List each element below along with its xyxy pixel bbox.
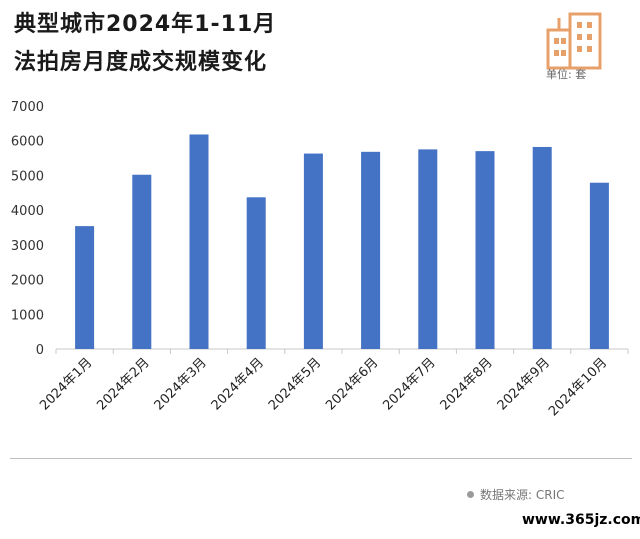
x-tick-label: 2024年3月 xyxy=(152,355,210,413)
buildings-icon xyxy=(546,12,602,70)
bar xyxy=(475,151,495,349)
bar xyxy=(246,197,266,349)
bar xyxy=(361,151,381,349)
bar xyxy=(75,226,95,349)
divider xyxy=(10,458,632,459)
chart-title-line2: 法拍房月度成交规模变化 xyxy=(14,50,268,75)
bar xyxy=(532,146,552,349)
y-tick-label: 6000 xyxy=(11,135,44,150)
x-tick-label: 2024年1月 xyxy=(37,355,95,413)
bar xyxy=(189,134,209,349)
data-source: 数据来源: CRIC xyxy=(467,486,565,503)
x-tick-label: 2024年2月 xyxy=(94,355,152,413)
y-tick-label: 1000 xyxy=(11,308,44,323)
bar-chart: 010002000300040005000600070002024年1月2024… xyxy=(11,100,629,419)
x-tick-label: 2024年6月 xyxy=(323,355,381,413)
y-tick-label: 7000 xyxy=(11,100,44,115)
y-tick-label: 2000 xyxy=(11,274,44,289)
bar xyxy=(589,182,609,349)
x-tick-label: 2024年7月 xyxy=(380,355,438,413)
unit-label: 单位: 套 xyxy=(546,68,587,81)
bar xyxy=(418,149,438,349)
bar xyxy=(132,174,152,349)
x-tick-label: 2024年5月 xyxy=(266,355,324,413)
x-tick-label: 2024年8月 xyxy=(438,355,496,413)
bullet-dot-icon xyxy=(467,491,474,498)
x-tick-label: 2024年4月 xyxy=(209,355,267,413)
x-tick-label: 2024年9月 xyxy=(495,355,553,413)
y-tick-label: 4000 xyxy=(11,204,44,219)
y-tick-label: 0 xyxy=(36,343,44,358)
chart-title-line1: 典型城市2024年1-11月 xyxy=(14,12,277,37)
y-tick-label: 3000 xyxy=(11,239,44,254)
y-tick-label: 5000 xyxy=(11,169,44,184)
bar xyxy=(303,153,323,349)
watermark-text: www.365jz.com xyxy=(522,512,640,528)
x-tick-label: 2024年10月 xyxy=(546,355,610,419)
source-text: 数据来源: CRIC xyxy=(480,488,565,502)
